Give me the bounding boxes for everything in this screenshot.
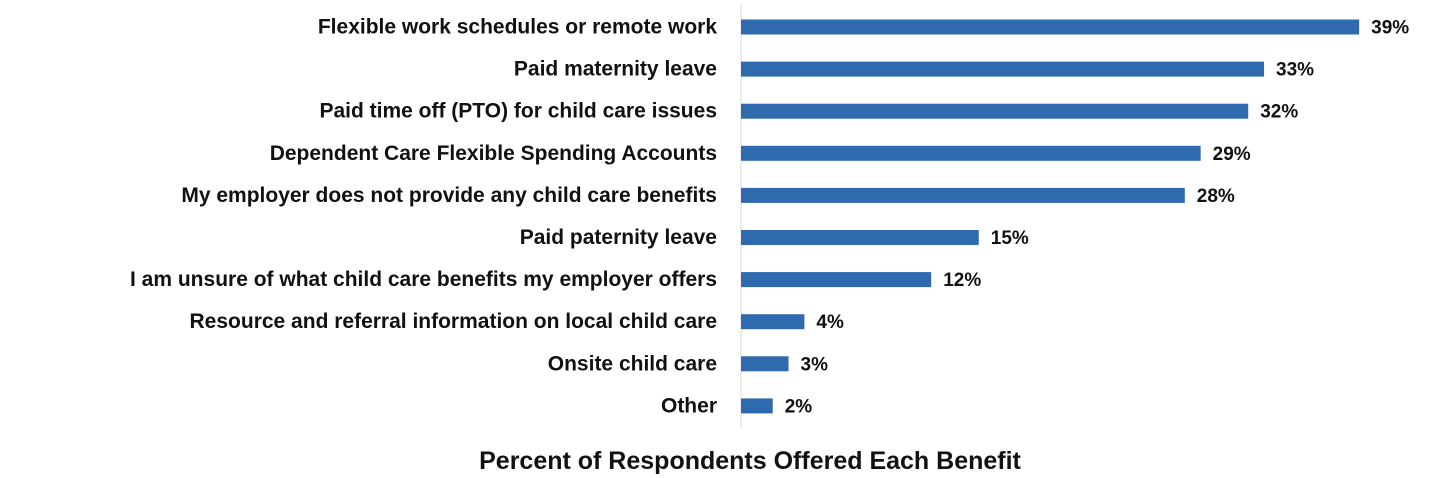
bar bbox=[741, 103, 1249, 119]
value-label: 12% bbox=[943, 270, 981, 291]
category-label: I am unsure of what child care benefits … bbox=[130, 268, 717, 291]
value-label: 15% bbox=[991, 228, 1029, 249]
category-label: Paid paternity leave bbox=[520, 226, 717, 249]
x-axis-title: Percent of Respondents Offered Each Bene… bbox=[479, 447, 1021, 475]
category-label: Dependent Care Flexible Spending Account… bbox=[270, 142, 717, 165]
bar bbox=[741, 272, 932, 288]
category-label: Paid maternity leave bbox=[514, 58, 717, 81]
value-label: 4% bbox=[816, 312, 844, 333]
bar bbox=[741, 314, 805, 330]
category-label: Flexible work schedules or remote work bbox=[318, 16, 717, 39]
category-label: My employer does not provide any child c… bbox=[181, 184, 717, 207]
value-label: 3% bbox=[801, 354, 829, 375]
category-label: Other bbox=[661, 394, 717, 417]
bar bbox=[741, 145, 1201, 161]
value-label: 28% bbox=[1197, 186, 1235, 207]
value-label: 32% bbox=[1260, 102, 1298, 123]
bar bbox=[741, 398, 773, 414]
value-label: 39% bbox=[1371, 18, 1409, 39]
bars-group: Flexible work schedules or remote work 39… bbox=[130, 16, 1409, 418]
category-label: Resource and referral information on loc… bbox=[190, 310, 717, 333]
category-label: Paid time off (PTO) for child care issue… bbox=[319, 100, 717, 123]
bar bbox=[741, 230, 979, 245]
bar bbox=[741, 356, 789, 372]
bar bbox=[741, 61, 1265, 77]
value-label: 33% bbox=[1276, 60, 1314, 81]
category-label: Onsite child care bbox=[548, 352, 717, 375]
value-label: 29% bbox=[1213, 144, 1251, 165]
bar bbox=[741, 19, 1360, 35]
bar bbox=[741, 187, 1185, 203]
value-label: 2% bbox=[785, 396, 813, 417]
